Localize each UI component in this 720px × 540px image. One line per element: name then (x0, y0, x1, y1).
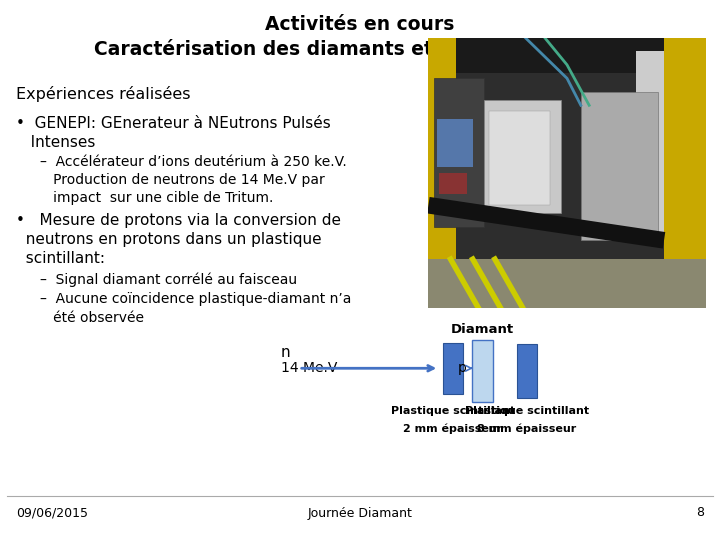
Text: Diamant: Diamant (451, 323, 514, 336)
Text: 2 mm épaisseur: 2 mm épaisseur (403, 423, 503, 434)
Bar (517, 344, 537, 398)
Bar (484, 100, 562, 213)
Text: 8: 8 (696, 507, 704, 519)
Bar (581, 92, 659, 240)
Bar (428, 38, 456, 86)
Text: Plastique scintillant: Plastique scintillant (465, 406, 589, 416)
Bar (428, 78, 456, 308)
Bar (434, 78, 484, 227)
Text: été observée: été observée (40, 310, 143, 325)
Text: –  Accélérateur d’ions deutérium à 250 ke.V.: – Accélérateur d’ions deutérium à 250 ke… (40, 155, 346, 169)
Bar (443, 343, 463, 394)
Text: –  Signal diamant corrélé au faisceau: – Signal diamant corrélé au faisceau (40, 273, 297, 287)
Text: Plastique scintillant: Plastique scintillant (391, 406, 515, 416)
Text: Caractérisation des diamants et de l’électronique:: Caractérisation des diamants et de l’éle… (94, 38, 626, 59)
Bar (439, 173, 467, 194)
Bar (437, 119, 473, 167)
Bar (472, 340, 493, 402)
Text: Intenses: Intenses (16, 134, 95, 150)
Text: p: p (458, 361, 467, 375)
Text: 14 Me.V: 14 Me.V (281, 361, 337, 375)
Text: scintillant:: scintillant: (16, 251, 105, 266)
Bar (664, 38, 706, 308)
Bar (428, 38, 706, 119)
Bar (428, 259, 706, 308)
Text: –  Aucune coïncidence plastique-diamant n’a: – Aucune coïncidence plastique-diamant n… (40, 292, 351, 306)
Bar (428, 73, 706, 267)
Text: •   Mesure de protons via la conversion de: • Mesure de protons via la conversion de (16, 213, 341, 228)
Bar (490, 111, 550, 205)
Text: 8 mm épaisseur: 8 mm épaisseur (477, 423, 577, 434)
Text: Production de neutrons de 14 Me.V par: Production de neutrons de 14 Me.V par (40, 173, 324, 187)
Text: •  GENEPI: GEnerateur à NEutrons Pulsés: • GENEPI: GEnerateur à NEutrons Pulsés (16, 116, 330, 131)
Text: impact  sur une cible de Tritum.: impact sur une cible de Tritum. (40, 191, 273, 205)
Text: Activités en cours: Activités en cours (265, 15, 455, 34)
Bar (636, 51, 664, 240)
Text: Journée Diamant: Journée Diamant (307, 507, 413, 519)
Text: n: n (281, 345, 290, 360)
Text: Expériences réalisées: Expériences réalisées (16, 86, 190, 103)
Text: 09/06/2015: 09/06/2015 (16, 507, 88, 519)
Text: neutrons en protons dans un plastique: neutrons en protons dans un plastique (16, 232, 321, 247)
